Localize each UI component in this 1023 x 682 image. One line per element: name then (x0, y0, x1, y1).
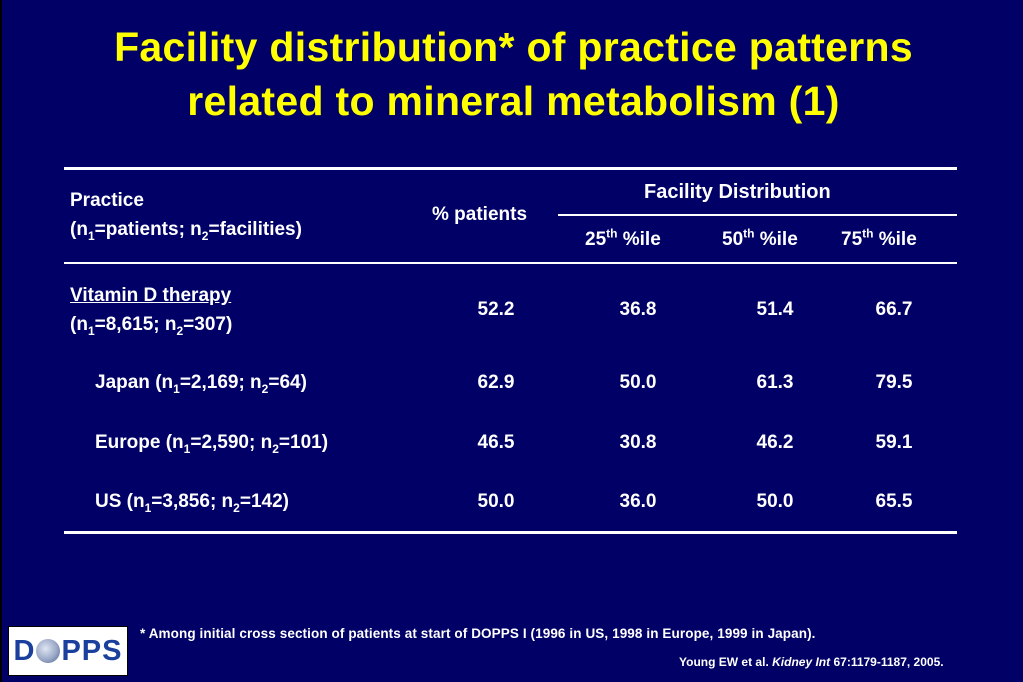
facility-header-rule (568, 214, 957, 216)
pct-patients-dash (558, 214, 568, 216)
dopps-logo: D PPS (8, 626, 128, 676)
row-japan-p25: 50.0 (619, 372, 657, 393)
row-japan-p50: 61.3 (756, 372, 794, 393)
header-p75: 75th %ile (841, 226, 917, 250)
slide-title: Facility distribution* of practice patte… (2, 20, 1023, 128)
header-p25: 25th %ile (585, 226, 661, 250)
table-top-rule (64, 167, 957, 170)
globe-icon (36, 639, 61, 663)
header-practice-sub: (n1=patients; n2=facilities) (70, 219, 302, 243)
header-bottom-rule (64, 262, 957, 264)
row-japan-label: Japan (n1=2,169; n2=64) (95, 372, 307, 396)
row-us-pct: 50.0 (477, 491, 515, 512)
header-facility-distribution: Facility Distribution (644, 181, 831, 203)
row-vitamin-d-label: Vitamin D therapy (70, 285, 232, 306)
row-vitamin-d-pct: 52.2 (477, 299, 515, 320)
citation: Young EW et al. Kidney Int 67:1179-1187,… (679, 655, 944, 669)
table-bottom-rule (64, 531, 957, 534)
row-us-label: US (n1=3,856; n2=142) (95, 491, 289, 515)
row-vitamin-d-p75: 66.7 (875, 299, 913, 320)
row-europe-p75: 59.1 (875, 432, 913, 453)
row-europe-p50: 46.2 (756, 432, 794, 453)
title-line-2: related to mineral metabolism (1) (187, 78, 840, 124)
row-vitamin-d-p25: 36.8 (619, 299, 657, 320)
row-europe-p25: 30.8 (619, 432, 657, 453)
footnote: * Among initial cross section of patient… (140, 626, 816, 641)
row-japan-p75: 79.5 (875, 372, 913, 393)
row-us-p50: 50.0 (756, 491, 794, 512)
header-practice: Practice (70, 190, 144, 211)
header-p50: 50th %ile (722, 226, 798, 250)
row-vitamin-d-n: (n1=8,615; n2=307) (70, 314, 233, 338)
row-europe-label: Europe (n1=2,590; n2=101) (95, 432, 329, 456)
row-us-p25: 36.0 (619, 491, 657, 512)
header-pct-patients: % patients (432, 204, 528, 225)
title-line-1: Facility distribution* of practice patte… (114, 24, 913, 70)
row-europe-pct: 46.5 (477, 432, 515, 453)
row-japan-pct: 62.9 (477, 372, 515, 393)
row-vitamin-d-p50: 51.4 (756, 299, 794, 320)
row-us-p75: 65.5 (875, 491, 913, 512)
